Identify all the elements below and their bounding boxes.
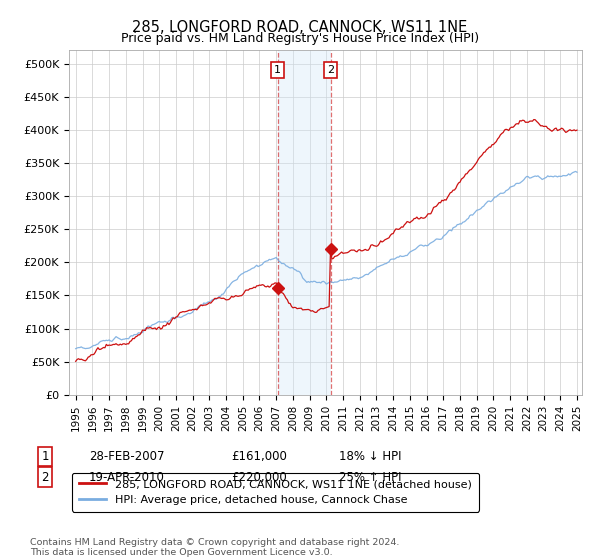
Text: 2: 2 (41, 470, 49, 484)
Legend: 285, LONGFORD ROAD, CANNOCK, WS11 1NE (detached house), HPI: Average price, deta: 285, LONGFORD ROAD, CANNOCK, WS11 1NE (d… (72, 473, 479, 512)
Text: 19-APR-2010: 19-APR-2010 (89, 470, 164, 484)
Text: 1: 1 (274, 66, 281, 75)
Text: 1: 1 (41, 450, 49, 463)
Text: 285, LONGFORD ROAD, CANNOCK, WS11 1NE: 285, LONGFORD ROAD, CANNOCK, WS11 1NE (133, 20, 467, 35)
Text: 2: 2 (327, 66, 334, 75)
Text: 25% ↑ HPI: 25% ↑ HPI (339, 470, 401, 484)
Text: 18% ↓ HPI: 18% ↓ HPI (339, 450, 401, 463)
Bar (278, 50, 331, 395)
Text: Contains HM Land Registry data © Crown copyright and database right 2024.
This d: Contains HM Land Registry data © Crown c… (30, 538, 400, 557)
Text: £161,000: £161,000 (231, 450, 287, 463)
Text: £220,000: £220,000 (231, 470, 287, 484)
Text: Price paid vs. HM Land Registry's House Price Index (HPI): Price paid vs. HM Land Registry's House … (121, 32, 479, 45)
Text: 28-FEB-2007: 28-FEB-2007 (89, 450, 164, 463)
